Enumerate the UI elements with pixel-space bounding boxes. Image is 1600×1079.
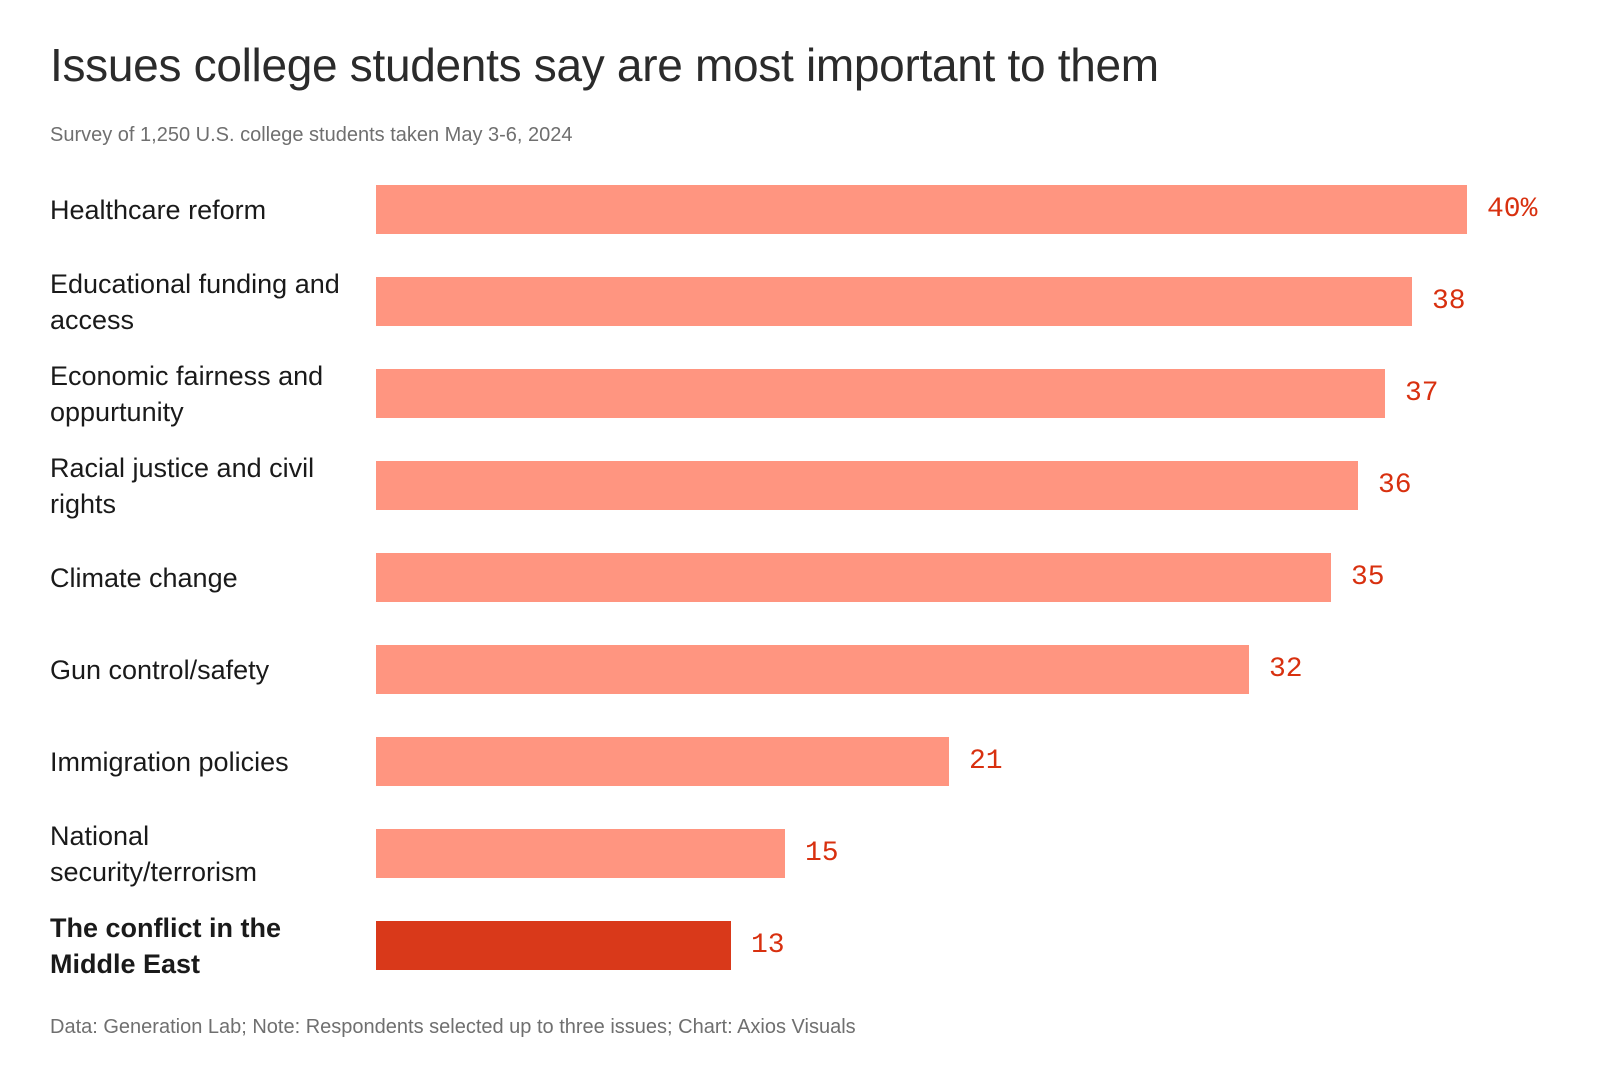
category-label: Climate change xyxy=(50,562,238,593)
category-label: Healthcare reform xyxy=(50,194,267,225)
category-label: Educational funding and access xyxy=(50,268,340,335)
bar xyxy=(376,277,1412,326)
category-label: The conflict in the Middle East xyxy=(50,912,282,979)
value-label: 37 xyxy=(1405,378,1439,409)
value-label: 36 xyxy=(1378,470,1412,501)
bar xyxy=(376,461,1358,510)
chart-source-note: Data: Generation Lab; Note: Respondents … xyxy=(50,1016,856,1038)
value-label: 40% xyxy=(1487,194,1538,225)
bar xyxy=(376,737,949,786)
category-label: Gun control/safety xyxy=(50,654,270,685)
bar xyxy=(376,829,785,878)
category-label: Immigration policies xyxy=(50,746,289,777)
category-label: Racial justice and civil rights xyxy=(50,452,315,519)
value-label: 38 xyxy=(1432,286,1466,317)
value-label: 15 xyxy=(805,838,839,869)
category-label: National security/terrorism xyxy=(50,820,258,887)
bar xyxy=(376,645,1249,694)
chart-title: Issues college students say are most imp… xyxy=(50,39,1159,91)
value-label: 32 xyxy=(1269,654,1303,685)
value-label: 21 xyxy=(969,746,1003,777)
category-label: Economic fairness and oppurtunity xyxy=(50,360,324,427)
value-label: 35 xyxy=(1351,562,1385,593)
bar xyxy=(376,921,731,970)
bar xyxy=(376,369,1385,418)
bar xyxy=(376,185,1467,234)
chart-subtitle: Survey of 1,250 U.S. college students ta… xyxy=(50,124,573,146)
value-label: 13 xyxy=(751,930,785,961)
bar xyxy=(376,553,1331,602)
